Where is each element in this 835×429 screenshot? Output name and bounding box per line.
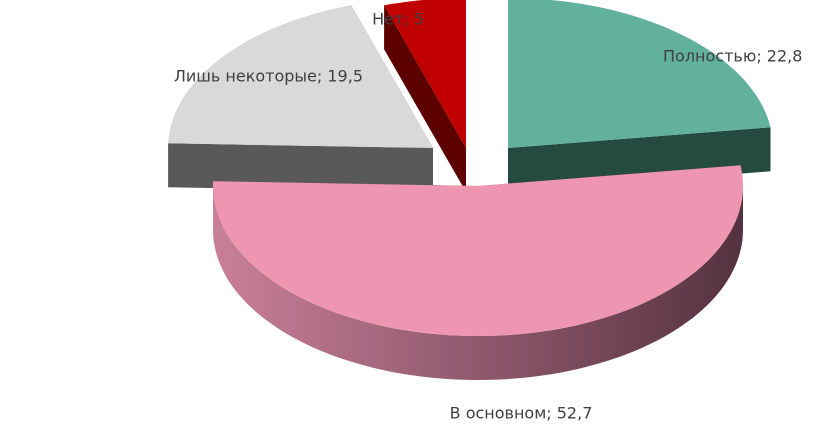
slice <box>384 0 466 148</box>
slice-side <box>168 143 433 192</box>
data-label: В основном; 52,7 <box>450 404 593 423</box>
data-label: Полностью; 22,8 <box>663 47 802 66</box>
slice-side <box>384 5 466 192</box>
slice-side <box>213 186 743 380</box>
data-label: Нет; 5 <box>372 10 424 29</box>
slice <box>213 165 743 336</box>
slice <box>168 5 433 148</box>
data-label: Лишь некоторые; 19,5 <box>174 67 363 86</box>
slice <box>508 0 771 148</box>
